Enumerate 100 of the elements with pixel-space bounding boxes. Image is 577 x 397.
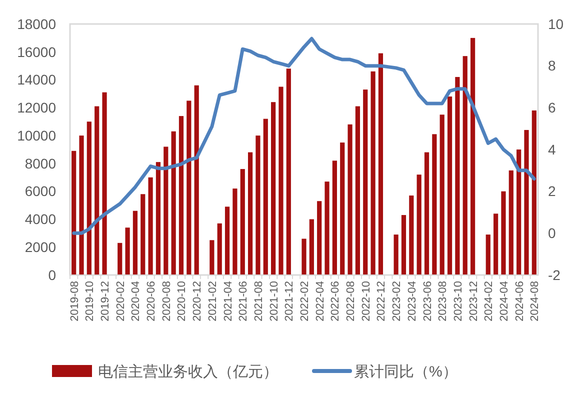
bar (72, 150, 76, 275)
y-tick-label: 6000 (24, 183, 56, 200)
x-tick-label: 2021-02 (206, 281, 219, 322)
x-tick-label: 2022-02 (299, 281, 311, 322)
y-tick-label: 12000 (17, 100, 56, 116)
bar (447, 96, 452, 275)
bar (271, 102, 276, 275)
y-tick-label: 14000 (17, 72, 56, 88)
x-tick-label: 2024-04 (498, 281, 510, 322)
bar (148, 177, 153, 275)
bar (178, 116, 184, 275)
bar (348, 124, 352, 275)
x-tick-label: 2023-12 (468, 281, 480, 322)
x-tick-label: 2020-08 (160, 281, 173, 322)
y2-tick-label: 10 (548, 16, 564, 32)
x-tick-label: 2023-10 (452, 281, 464, 322)
bar (332, 160, 337, 275)
bar (302, 238, 306, 275)
y2-tick-label: 6 (548, 100, 556, 116)
bar (86, 122, 92, 275)
legend-label: 电信主营业务收入（亿元） (98, 363, 278, 380)
bar (416, 174, 422, 275)
bar (324, 182, 330, 275)
bar (317, 201, 322, 275)
x-tick-label: 2020-04 (130, 281, 142, 322)
bar (309, 219, 314, 275)
y-tick-label: 8000 (24, 155, 56, 172)
x-tick-label: 2023-04 (406, 281, 418, 322)
y2-tick-label: 8 (548, 58, 556, 74)
x-tick-label: 2023-08 (437, 281, 450, 322)
x-tick-label: 2024-08 (529, 281, 542, 322)
bar (240, 169, 245, 275)
y2-tick-label: 4 (548, 141, 556, 158)
x-tick-label: 2024-06 (514, 281, 526, 322)
x-tick-label: 2020-06 (146, 281, 158, 322)
x-tick-label: 2021-04 (222, 281, 234, 322)
bar (102, 92, 107, 275)
bar (455, 76, 460, 275)
bar (394, 234, 398, 275)
bar (432, 134, 437, 275)
bar (194, 85, 199, 275)
bar (232, 188, 238, 275)
x-tick-label: 2024-02 (483, 281, 496, 322)
bar (524, 130, 529, 275)
legend-label: 累计同比（%） (354, 363, 458, 380)
x-tick-label: 2023-06 (422, 281, 434, 322)
bar (378, 53, 384, 275)
bar (164, 146, 168, 275)
y2-tick-label: -2 (548, 266, 561, 283)
bar (286, 68, 291, 275)
bar (440, 114, 444, 275)
bar (156, 162, 161, 275)
bar (516, 150, 522, 275)
y-tick-label: 16000 (17, 44, 56, 60)
bar (401, 215, 406, 275)
bar (486, 234, 490, 275)
x-tick-label: 2021-08 (252, 281, 265, 322)
bar (224, 206, 230, 275)
bar (370, 71, 376, 275)
x-tick-label: 2020-02 (114, 281, 127, 322)
bar (501, 191, 506, 275)
bar (470, 38, 476, 275)
y-tick-label: 0 (48, 266, 56, 283)
bar (132, 210, 138, 275)
bar (424, 152, 430, 275)
bar (256, 136, 260, 275)
bar (79, 136, 84, 275)
x-tick-label: 2022-04 (314, 281, 326, 322)
bar (278, 86, 284, 275)
x-tick-label: 2020-12 (192, 281, 204, 322)
bar (340, 142, 345, 275)
y2-tick-label: 2 (548, 183, 556, 200)
bar (363, 90, 368, 275)
y-tick-label: 18000 (17, 16, 56, 32)
bar (217, 223, 222, 275)
bar (494, 214, 498, 275)
x-tick-label: 2021-06 (238, 281, 250, 322)
x-tick-label: 2022-10 (360, 281, 372, 322)
bar (355, 106, 360, 275)
x-tick-label: 2022-06 (330, 281, 342, 322)
bar (248, 152, 253, 275)
bar (186, 100, 192, 275)
x-tick-label: 2020-10 (176, 281, 188, 322)
bar (125, 228, 130, 275)
x-tick-label: 2021-10 (268, 281, 280, 322)
line-series (72, 36, 536, 235)
bar (210, 240, 214, 275)
bar (263, 118, 268, 275)
y-tick-label: 10000 (17, 127, 56, 144)
bar (532, 110, 536, 275)
x-tick-label: 2022-08 (345, 281, 358, 322)
bar (171, 131, 176, 275)
bar (140, 194, 146, 275)
x-tick-label: 2023-02 (391, 281, 404, 322)
y2-tick-label: 0 (548, 225, 556, 242)
x-tick-label: 2019-10 (84, 281, 96, 322)
x-tick-label: 2019-12 (100, 281, 112, 322)
bar (462, 56, 468, 275)
x-tick-label: 2021-12 (284, 281, 296, 322)
bar (409, 196, 414, 275)
